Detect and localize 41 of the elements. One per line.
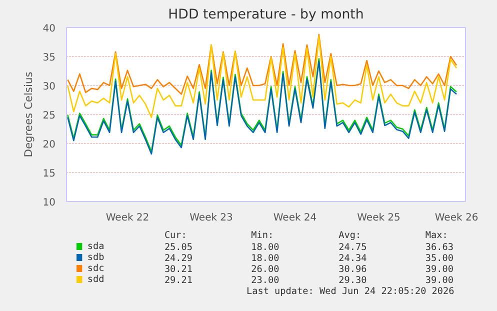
text: 26.00 [251,264,280,275]
y-axis-title: Degrees Celsius [22,71,35,158]
chart-title: HDD temperature - by month [168,8,364,22]
y-tick-label: 30 [42,82,56,92]
y-tick-label: 10 [42,198,56,208]
text: Max: [425,230,448,241]
text: Cur: [164,230,187,241]
text: 23.00 [251,275,280,286]
x-tick-label: Week 24 [273,212,317,224]
text: 24.29 [164,253,193,264]
text: 24.34 [338,253,368,264]
text: 18.00 [251,242,280,253]
y-tick-label: 35 [42,52,56,64]
legend-label: sdc [87,263,104,274]
text: 30.96 [338,264,368,275]
y-tick-label: 20 [42,140,56,150]
text: Last update: Wed Jun 24 22:05:20 2026 [246,286,455,297]
legend-label: sdd [87,274,104,285]
text: 35.00 [425,253,454,264]
x-tick-label: Week 23 [190,212,233,224]
y-tick-label: 15 [42,168,56,180]
text: 24.75 [338,242,367,253]
x-tick-label: Week 22 [106,212,150,224]
line-series [67,34,458,95]
text: 29.21 [164,275,193,286]
text: 30.21 [164,264,193,275]
text: 29.30 [338,275,368,286]
text: Avg: [338,230,362,241]
text: 36.63 [425,242,454,253]
x-tick-label: Week 25 [357,212,400,224]
line-series [67,36,458,118]
text: 39.00 [425,275,454,286]
text: 25.05 [164,242,193,253]
x-tick-label: Week 26 [434,212,478,224]
legend-label: sdb [87,252,105,263]
y-tick-label: 40 [42,24,56,34]
text: 18.00 [251,253,280,264]
text: 39.00 [425,264,454,275]
y-tick-label: 25 [42,110,56,122]
legend-label: sda [87,241,104,252]
text: Min: [251,230,274,241]
